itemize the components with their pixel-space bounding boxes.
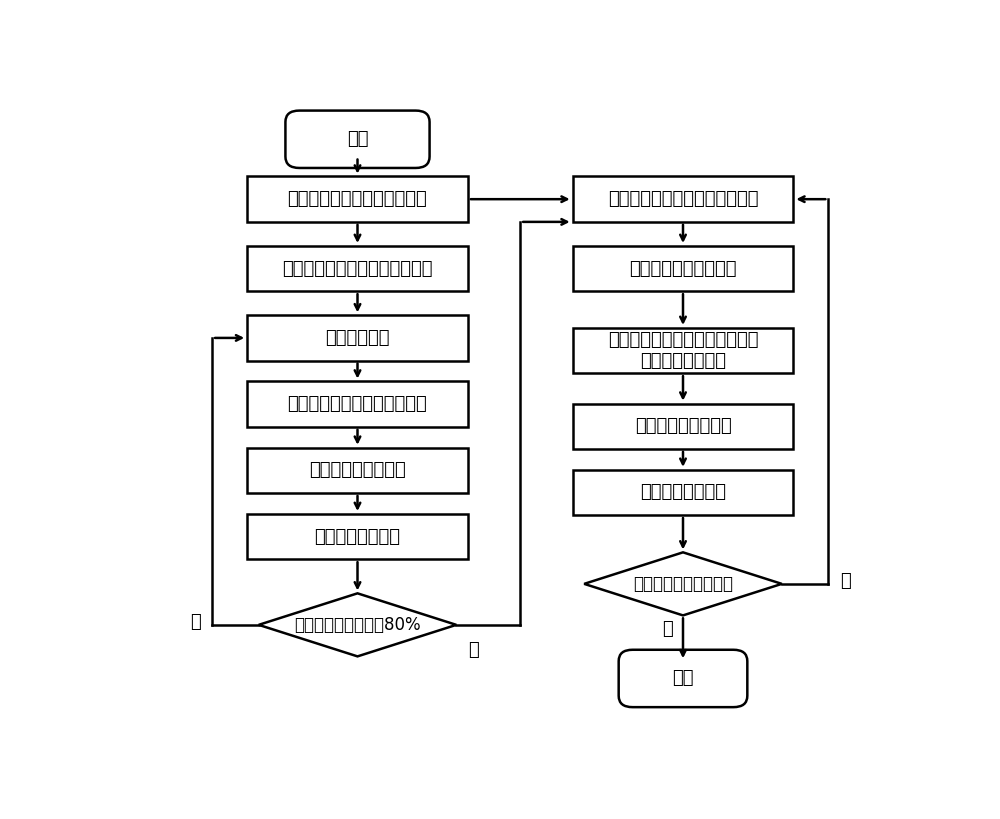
- Text: 确定最优粒子: 确定最优粒子: [325, 329, 390, 347]
- Polygon shape: [584, 552, 782, 615]
- FancyBboxPatch shape: [573, 404, 793, 449]
- Text: 计算粒子各维度混沌权重因子: 计算粒子各维度混沌权重因子: [288, 395, 427, 413]
- FancyBboxPatch shape: [247, 315, 468, 360]
- FancyBboxPatch shape: [247, 448, 468, 493]
- Text: 开始: 开始: [347, 130, 368, 148]
- Text: 随机初始化粒子群位置及速度: 随机初始化粒子群位置及速度: [288, 190, 427, 208]
- FancyBboxPatch shape: [285, 111, 430, 168]
- FancyBboxPatch shape: [247, 246, 468, 292]
- Text: 是: 是: [468, 640, 479, 658]
- Text: 是否达到既定迭代次数: 是否达到既定迭代次数: [633, 575, 733, 593]
- Text: 计算粒子适应度值: 计算粒子适应度值: [314, 527, 400, 545]
- Polygon shape: [259, 593, 456, 656]
- Text: 是: 是: [662, 620, 673, 638]
- Text: 计算粒子适应度值: 计算粒子适应度值: [640, 483, 726, 501]
- Text: 更新粒子速度和位置: 更新粒子速度和位置: [635, 417, 731, 435]
- FancyBboxPatch shape: [573, 470, 793, 515]
- Text: 结束: 结束: [672, 669, 694, 687]
- FancyBboxPatch shape: [573, 176, 793, 222]
- Text: 更新粒子速度及位置: 更新粒子速度及位置: [309, 461, 406, 479]
- FancyBboxPatch shape: [247, 514, 468, 559]
- FancyBboxPatch shape: [619, 649, 747, 707]
- FancyBboxPatch shape: [573, 328, 793, 373]
- FancyBboxPatch shape: [247, 176, 468, 222]
- Text: 是否达到迭代次数的80%: 是否达到迭代次数的80%: [294, 616, 421, 634]
- FancyBboxPatch shape: [573, 246, 793, 292]
- Text: 计算混沌粒子适应度值: 计算混沌粒子适应度值: [629, 260, 737, 278]
- Text: 得到粒子初始个体最佳适应度值: 得到粒子初始个体最佳适应度值: [282, 260, 433, 278]
- Text: 确定最优混沌粒子并随机替换掉
粒子群中一个粒子: 确定最优混沌粒子并随机替换掉 粒子群中一个粒子: [608, 331, 758, 370]
- Text: 否: 否: [190, 613, 201, 631]
- FancyBboxPatch shape: [247, 382, 468, 427]
- Text: 以最优粒子为基础产生混沌序列: 以最优粒子为基础产生混沌序列: [608, 190, 758, 208]
- Text: 否: 否: [840, 572, 851, 590]
